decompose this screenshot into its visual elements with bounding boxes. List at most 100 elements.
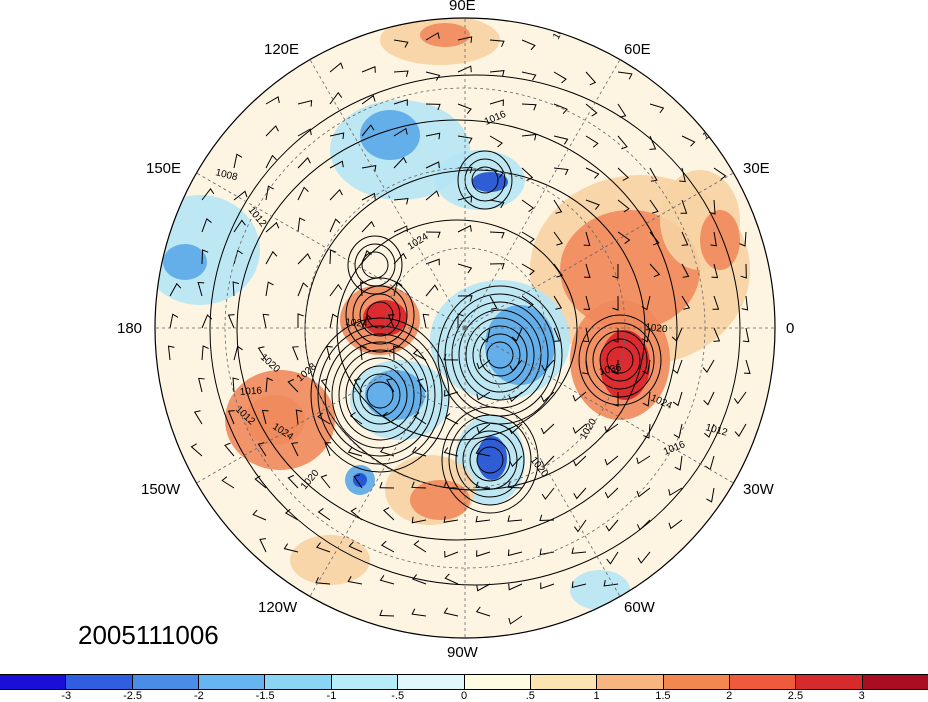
wind-barb (649, 263, 661, 278)
wind-barb (297, 282, 309, 297)
lon-label-0: 0 (786, 320, 795, 337)
wind-barb (190, 443, 203, 457)
wind-barb (413, 540, 427, 553)
wind-barb (297, 100, 313, 107)
lon-label-150w: 150W (141, 481, 181, 498)
contour-line (331, 341, 429, 449)
color-bar-tick-label: 2.5 (787, 690, 804, 702)
wind-barb (457, 36, 473, 43)
wind-barb (540, 391, 555, 403)
anomaly-patch (485, 305, 555, 385)
wind-barb (604, 487, 619, 499)
wind-barb (360, 345, 367, 361)
contour-label: 1024 (345, 317, 369, 330)
wind-barb (673, 423, 683, 439)
wind-barb (386, 378, 395, 393)
wind-barb (457, 295, 473, 302)
wind-barb (315, 577, 331, 585)
wind-barb (475, 606, 491, 617)
wind-barb (425, 284, 439, 297)
wind-barb (329, 313, 339, 329)
contour-line (476, 446, 504, 474)
wind-barb (265, 125, 279, 137)
wind-barb (572, 391, 587, 402)
color-bar-cell (596, 675, 663, 689)
anomaly-patch (570, 570, 630, 610)
wind-barb (262, 313, 270, 329)
contour-line (455, 422, 525, 498)
anomaly-patch (163, 244, 207, 280)
wind-barb (604, 423, 619, 433)
wind-barb (444, 573, 459, 585)
wind-barb (636, 519, 651, 531)
wind-barb (297, 157, 311, 169)
color-bar-tick-label: -2 (193, 690, 204, 702)
meridian (464, 327, 621, 597)
wind-barb (393, 156, 407, 169)
wind-barb (612, 295, 619, 311)
contour-line (338, 349, 422, 441)
wind-barb (642, 359, 651, 375)
wind-barb (233, 190, 248, 201)
contour-line (458, 309, 542, 401)
color-bar-tick-label: -1.5 (255, 690, 275, 702)
wind-barb (507, 549, 523, 557)
wind-barb (581, 359, 589, 375)
lon-label-180: 180 (117, 320, 143, 337)
wind-barb (425, 71, 441, 81)
wind-barb (297, 313, 304, 328)
wind-barb (295, 409, 303, 425)
wind-barb (254, 475, 267, 489)
wind-barb (287, 474, 299, 489)
wind-barb (617, 103, 627, 118)
wind-barb (713, 167, 727, 180)
contour-line (448, 414, 532, 506)
wind-barb (257, 346, 267, 361)
wind-barb (348, 541, 363, 553)
wind-barb (361, 192, 376, 201)
wind-barb (541, 455, 555, 467)
wind-barb (476, 583, 491, 592)
parallel (304, 167, 626, 489)
contour-line (324, 333, 436, 457)
wind-barb (315, 542, 331, 553)
wind-barb (668, 519, 683, 530)
wind-barb (320, 378, 331, 393)
contour-line (345, 357, 415, 433)
contour-line (486, 341, 514, 369)
wind-barb (672, 391, 683, 407)
wind-barb (740, 263, 747, 279)
wind-barb (329, 160, 344, 169)
wind-barb (713, 327, 721, 342)
wind-barb (417, 378, 427, 393)
wind-barb (361, 314, 373, 329)
wind-barb (329, 283, 343, 297)
meridian (309, 59, 466, 329)
wind-barb (353, 378, 363, 393)
wind-barb (443, 516, 459, 523)
wind-barb (329, 218, 341, 233)
contour-line (464, 158, 506, 202)
color-bar-tick-label: -1 (326, 690, 337, 702)
wind-barb (233, 219, 246, 233)
wind-barb (582, 327, 590, 343)
wind-barb (674, 455, 683, 471)
wind-barb (227, 410, 235, 425)
wind-barb (553, 167, 569, 176)
wind-barb (265, 221, 280, 233)
contour-line (345, 277, 415, 353)
color-bar-tick-label: 2 (726, 690, 733, 702)
wind-barb (649, 135, 657, 150)
wind-barb (379, 609, 395, 617)
wind-barb (583, 263, 591, 278)
wind-barb (511, 327, 523, 342)
color-bar (0, 674, 928, 690)
wind-barb (360, 281, 367, 297)
meridian (309, 327, 466, 597)
wind-barb (233, 153, 243, 169)
wind-barb (489, 263, 505, 270)
wind-barb (443, 447, 459, 457)
anomaly-patch (410, 480, 470, 520)
wind-barb (481, 327, 491, 343)
wind-barb (679, 167, 686, 183)
